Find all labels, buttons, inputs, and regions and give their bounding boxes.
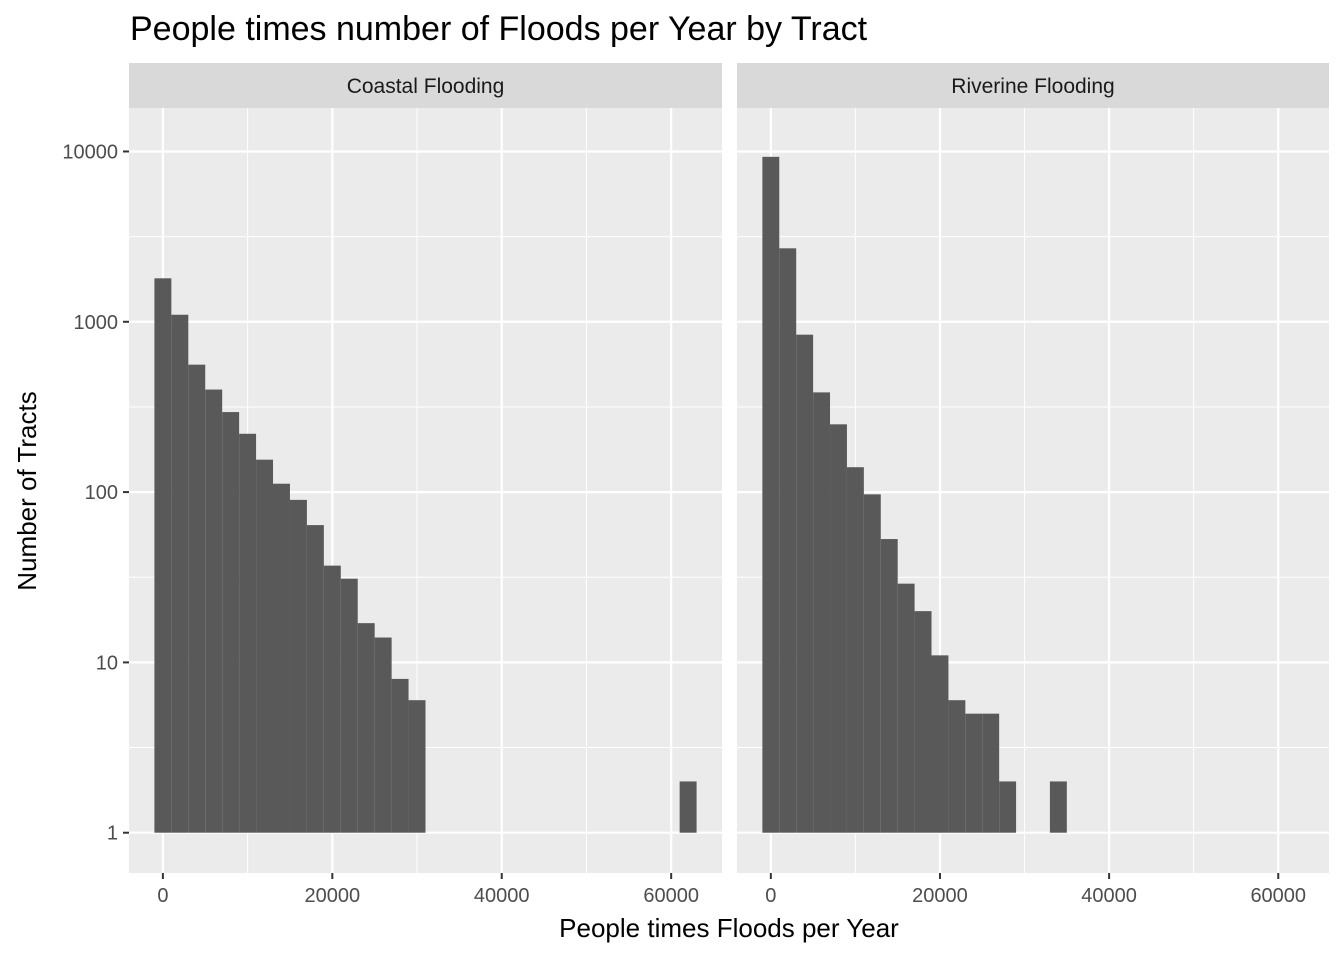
- histogram-bar: [188, 364, 206, 833]
- histogram-bar: [830, 424, 847, 833]
- histogram-bar: [340, 578, 358, 833]
- histogram-bar: [846, 467, 864, 833]
- histogram-bar: [813, 392, 831, 833]
- y-axis: 1 10 100 1000 10000: [62, 141, 129, 845]
- facet-strip-label: Coastal Flooding: [347, 75, 505, 98]
- histogram-bar: [256, 459, 274, 833]
- histogram-bar: [154, 278, 172, 833]
- histogram-bar: [779, 248, 797, 833]
- y-tick-label: 100: [85, 482, 118, 504]
- histogram-bar: [679, 781, 697, 833]
- y-tick-label: 10000: [62, 141, 118, 163]
- histogram-bar: [323, 565, 341, 833]
- x-tick-label: 40000: [1081, 885, 1137, 907]
- histogram-bar: [897, 583, 915, 833]
- x-tick-label: 0: [765, 885, 776, 907]
- histogram-bar: [999, 781, 1017, 833]
- histogram-bar: [306, 525, 324, 833]
- histogram-bar: [880, 539, 898, 833]
- facet-panel: Riverine Flooding 0 20000 40000 60000: [737, 63, 1329, 907]
- chart-title: People times number of Floods per Year b…: [130, 10, 868, 48]
- x-axis-title: People times Floods per Year: [559, 913, 899, 943]
- histogram-bar: [762, 156, 780, 833]
- histogram-bar: [982, 713, 1000, 833]
- histogram-bar: [965, 713, 983, 833]
- x-tick-label: 20000: [305, 885, 361, 907]
- facet-strip: [129, 63, 722, 108]
- histogram-bar: [374, 637, 392, 833]
- facet-strip-label: Riverine Flooding: [951, 75, 1114, 98]
- x-tick-label: 60000: [1250, 885, 1306, 907]
- histogram-bar: [796, 334, 814, 833]
- histogram-bar: [171, 314, 189, 833]
- histogram-bar: [239, 433, 257, 833]
- x-tick-label: 20000: [912, 885, 968, 907]
- histogram-bar: [408, 700, 426, 833]
- histogram-bar: [948, 700, 966, 833]
- histogram-bar: [205, 389, 223, 833]
- histogram-bar: [863, 494, 881, 833]
- histogram-bar: [1049, 781, 1067, 833]
- histogram-bar: [914, 611, 932, 833]
- y-tick-label: 1: [107, 823, 118, 845]
- histogram-bar: [931, 655, 949, 833]
- histogram-bar: [222, 412, 240, 833]
- y-tick-label: 10: [96, 652, 118, 674]
- y-axis-title: Number of Tracts: [12, 391, 42, 590]
- x-tick-label: 0: [157, 885, 168, 907]
- facet-strip: [737, 63, 1329, 108]
- x-tick-label: 60000: [643, 885, 699, 907]
- histogram-bar: [391, 678, 409, 833]
- facet-panel: Coastal Flooding 0 20000 40000 60000: [129, 63, 722, 907]
- histogram-bar: [273, 483, 290, 833]
- y-tick-label: 1000: [74, 312, 119, 334]
- histogram-bar: [357, 623, 375, 833]
- histogram-bar: [289, 499, 307, 833]
- x-tick-label: 40000: [474, 885, 530, 907]
